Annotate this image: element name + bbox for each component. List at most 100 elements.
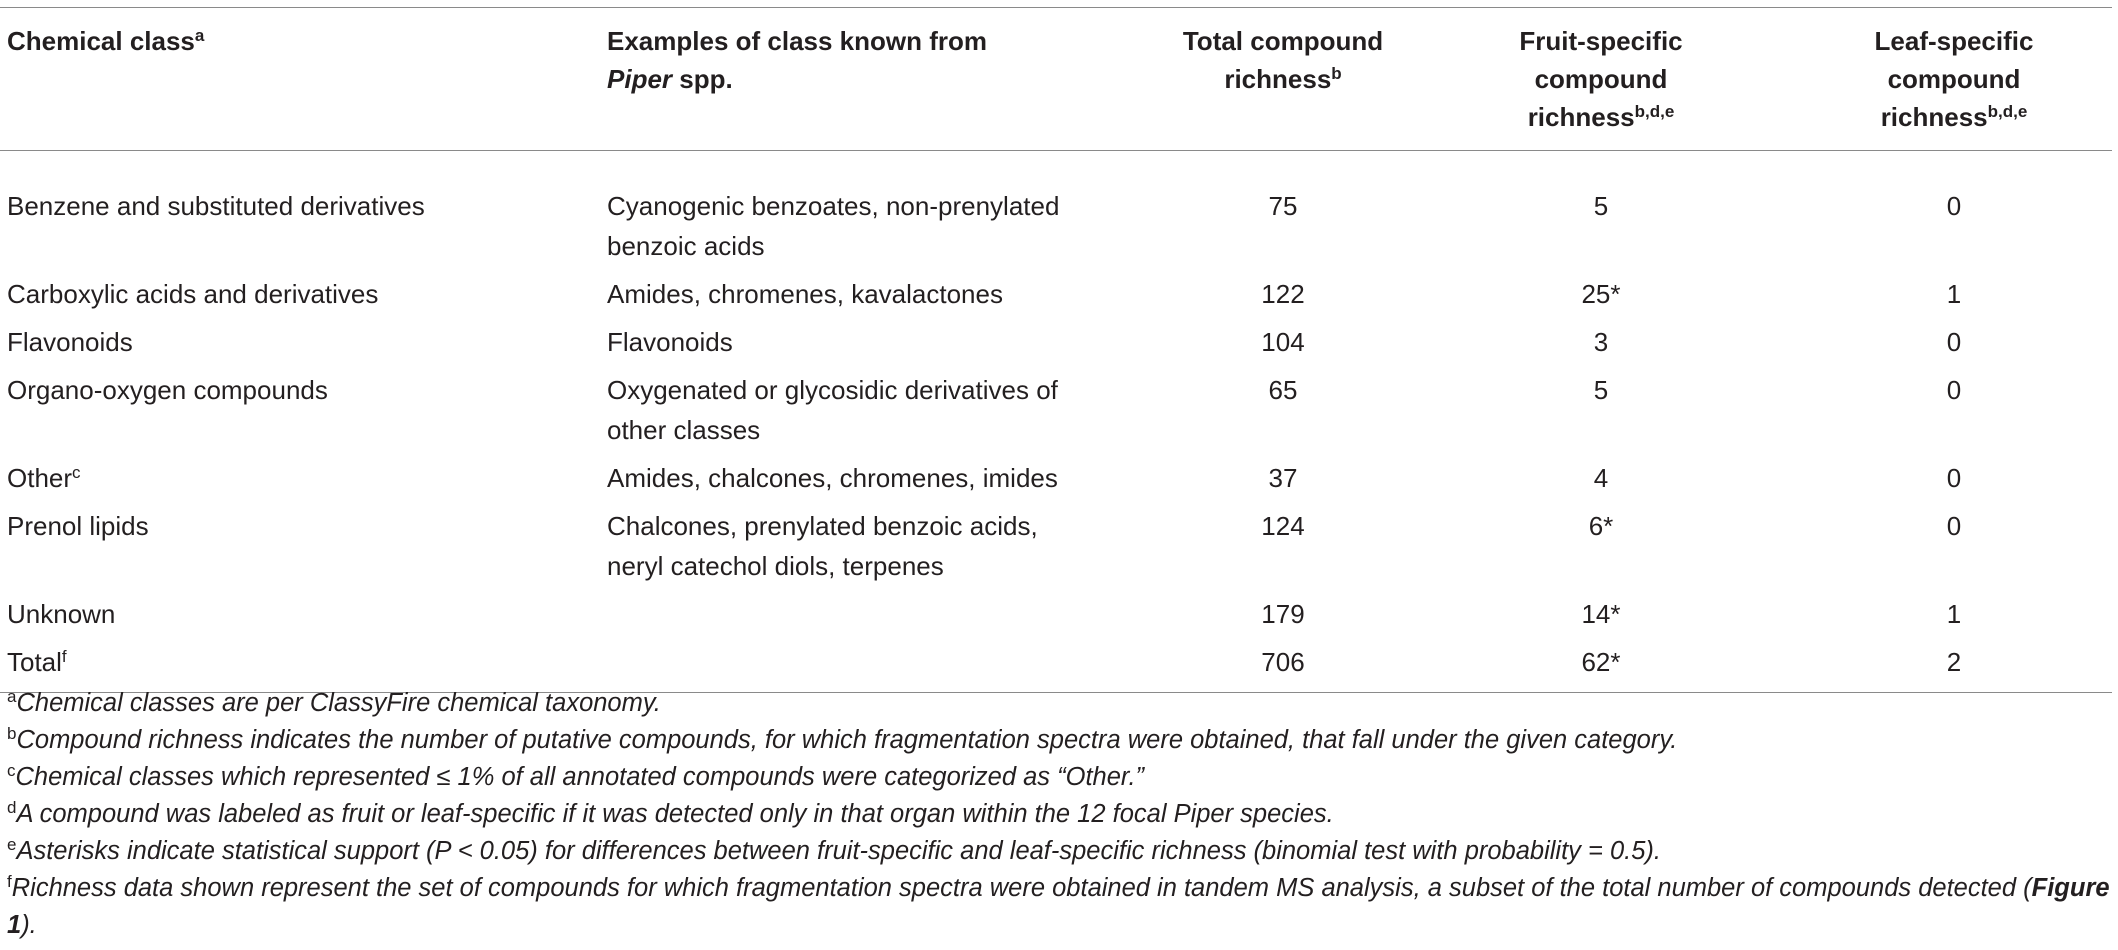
footnote: aChemical classes are per ClassyFire che…: [7, 685, 2112, 722]
footnote: dA compound was labeled as fruit or leaf…: [7, 796, 2112, 833]
text: 1: [1946, 599, 1962, 629]
text: 0: [1946, 191, 1962, 221]
text: Figure 1: [7, 874, 2110, 939]
table-cell: 0: [1796, 151, 2112, 271]
table-cell: 0: [1796, 318, 2112, 366]
table-cell: Unknown: [0, 590, 600, 638]
text: 62*: [1581, 647, 1621, 677]
header-cell: Leaf-specific compound richnessb,d,e: [1796, 7, 2112, 151]
table-cell: Chalcones, prenylated benzoic acids, nery…: [600, 502, 1160, 590]
text: Amides, chromenes, kavalactones: [607, 279, 1003, 309]
table-cell: 122: [1160, 270, 1406, 318]
table-row: Totalf 706 62* 2: [0, 638, 2112, 693]
text: Chemical classes which represented ≤ 1% …: [15, 763, 1145, 791]
table-cell: 37: [1160, 454, 1406, 502]
text: a: [194, 26, 205, 45]
table-cell: 62*: [1406, 638, 1796, 693]
table-cell: 0: [1796, 366, 2112, 454]
text: Piper: [607, 64, 673, 94]
table-row: Flavonoids Flavonoids 104 3 0: [0, 318, 2112, 366]
text: ).: [21, 911, 37, 939]
text: 0: [1946, 511, 1962, 541]
text: Richness data shown represent the set of…: [11, 874, 2032, 902]
text: 6*: [1588, 511, 1614, 541]
header-cell: Chemical classa: [0, 7, 600, 151]
table-cell: Cyanogenic benzoates, non-prenylated benz…: [600, 151, 1160, 271]
text: Amides, chalcones, chromenes, imides: [607, 463, 1058, 493]
footnote: fRichness data shown represent the set o…: [7, 870, 2112, 944]
table-cell: 0: [1796, 454, 2112, 502]
table-row: Benzene and substituted derivatives Cyano…: [0, 151, 2112, 271]
text: 37: [1268, 463, 1298, 493]
table-cell: Carboxylic acids and derivatives: [0, 270, 600, 318]
data-table: Chemical classa Examples of class known f…: [0, 7, 2112, 693]
header-row: Chemical classa Examples of class known f…: [0, 7, 2112, 151]
footnote: eAsterisks indicate statistical support …: [7, 833, 2112, 870]
table-cell: 104: [1160, 318, 1406, 366]
text: f: [61, 647, 67, 666]
text: 179: [1261, 599, 1305, 629]
header-cell: Fruit-specific compound richnessb,d,e: [1406, 7, 1796, 151]
text: Carboxylic acids and derivatives: [7, 279, 379, 309]
text: other classes: [607, 415, 761, 445]
table-cell: [600, 590, 1160, 638]
text: neryl catechol diols, terpenes: [607, 551, 944, 581]
table-cell: 1: [1796, 590, 2112, 638]
text: richness: [1224, 64, 1332, 94]
text: 0: [1946, 375, 1962, 405]
table-cell: 5: [1406, 366, 1796, 454]
text: 706: [1261, 647, 1305, 677]
footnote: bCompound richness indicates the number …: [7, 722, 2112, 759]
table-cell: 124: [1160, 502, 1406, 590]
text: d: [7, 798, 17, 817]
footnote: cChemical classes which represented ≤ 1%…: [7, 759, 2112, 796]
text: 75: [1268, 191, 1298, 221]
text: compound: [1887, 64, 2021, 94]
text: Chemical class: [7, 26, 195, 56]
table-cell: 179: [1160, 590, 1406, 638]
text: richness: [1880, 102, 1988, 132]
text: A compound was labeled as fruit or leaf-…: [16, 800, 1334, 828]
text: b: [7, 724, 17, 743]
table-cell: Oxygenated or glycosidic derivatives of o…: [600, 366, 1160, 454]
text: Chemical classes are per ClassyFire chem…: [16, 689, 661, 717]
footnotes: aChemical classes are per ClassyFire che…: [7, 685, 2112, 944]
text: Cyanogenic benzoates, non-prenylated: [607, 191, 1060, 221]
table-cell: 0: [1796, 502, 2112, 590]
text: e: [7, 835, 17, 854]
table-row: Unknown 179 14* 1: [0, 590, 2112, 638]
text: 2: [1946, 647, 1962, 677]
table-cell: Flavonoids: [600, 318, 1160, 366]
text: 25*: [1581, 279, 1621, 309]
text: Unknown: [7, 599, 116, 629]
text: 1: [1946, 279, 1962, 309]
text: a: [7, 687, 17, 706]
text: Benzene and substituted derivatives: [7, 191, 425, 221]
text: Other: [7, 463, 73, 493]
table-row: Prenol lipids Chalcones, prenylated benzo…: [0, 502, 2112, 590]
text: c: [7, 761, 16, 780]
text: Total compound: [1182, 26, 1384, 56]
text: 14*: [1581, 599, 1621, 629]
table-cell: Amides, chalcones, chromenes, imides: [600, 454, 1160, 502]
text: Asterisks indicate statistical support (…: [16, 837, 1662, 865]
header-cell: Examples of class known from Piper spp.: [600, 7, 1160, 151]
text: b,d,e: [1634, 102, 1675, 121]
text: benzoic acids: [607, 231, 765, 261]
text: Compound richness indicates the number o…: [16, 726, 1678, 754]
text: 122: [1261, 279, 1305, 309]
text: 104: [1261, 327, 1305, 357]
text: 3: [1593, 327, 1609, 357]
text: Oxygenated or glycosidic derivatives of: [607, 375, 1058, 405]
table-cell: 25*: [1406, 270, 1796, 318]
text: 5: [1593, 375, 1609, 405]
table-cell: Otherc: [0, 454, 600, 502]
text: 65: [1268, 375, 1298, 405]
text: Flavonoids: [7, 327, 133, 357]
text: Examples of class known from: [607, 26, 988, 56]
table-cell: 4: [1406, 454, 1796, 502]
table-cell: 75: [1160, 151, 1406, 271]
table-cell: 2: [1796, 638, 2112, 693]
table-cell: Prenol lipids: [0, 502, 600, 590]
text: Prenol lipids: [7, 511, 149, 541]
